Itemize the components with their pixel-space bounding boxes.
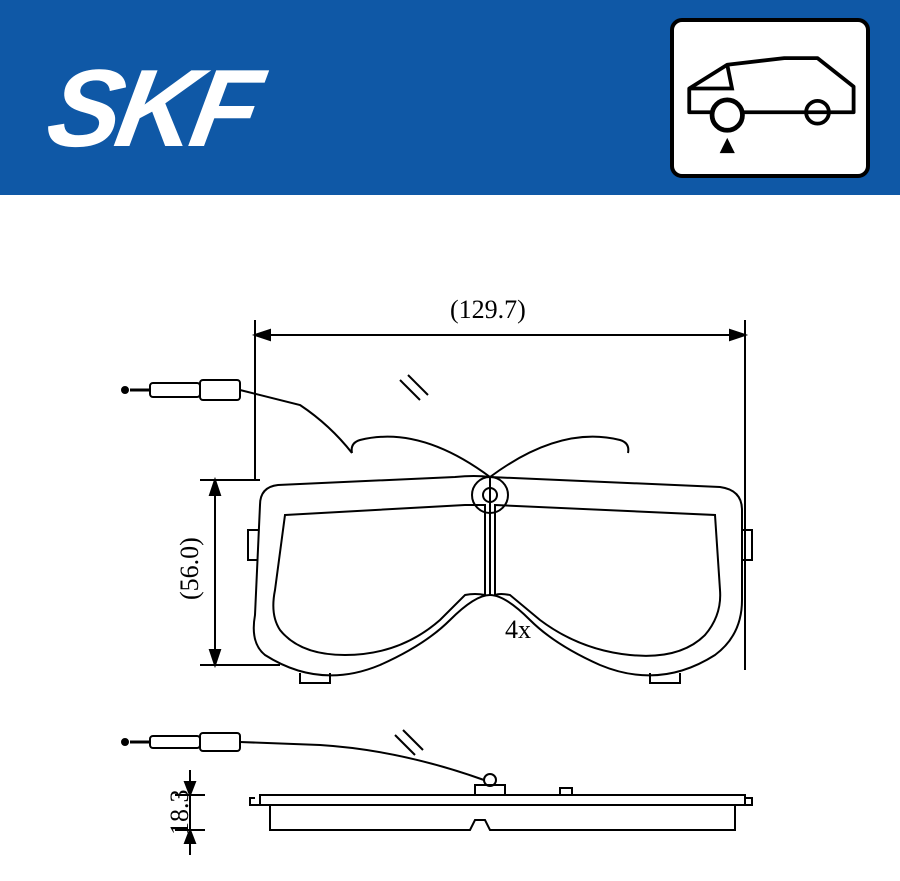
width-dimension-label: (129.7) bbox=[450, 295, 526, 325]
quantity-label: 4x bbox=[505, 615, 531, 645]
brand-logo: SKF bbox=[39, 45, 266, 172]
height-dimension-label: (56.0) bbox=[175, 537, 205, 600]
technical-drawing: (129.7) (56.0) 4x 18.3 bbox=[0, 195, 900, 876]
thickness-dimension-label: 18.3 bbox=[165, 790, 195, 836]
header-bar: SKF bbox=[0, 0, 900, 195]
front-axle-icon bbox=[670, 18, 870, 178]
